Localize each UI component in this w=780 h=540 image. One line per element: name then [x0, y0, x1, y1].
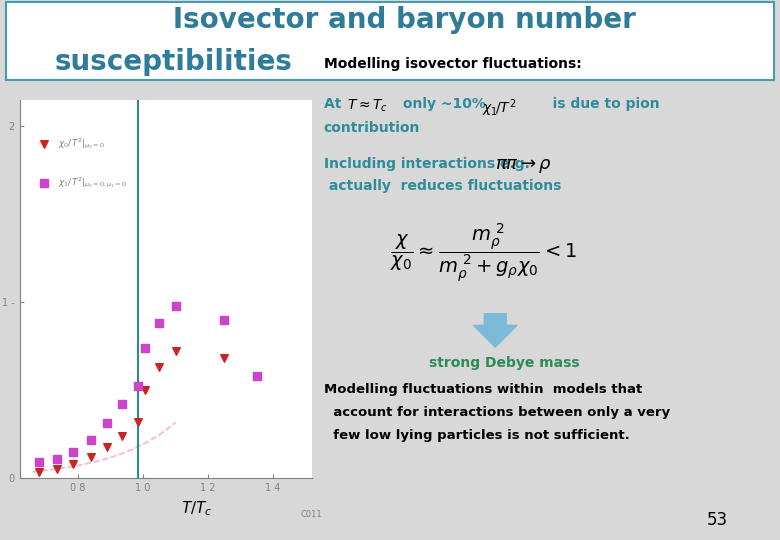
- Text: is due to pion: is due to pion: [538, 97, 660, 111]
- Text: actually  reduces fluctuations: actually reduces fluctuations: [324, 179, 561, 193]
- Text: $\dfrac{\chi}{\chi_0} \approx \dfrac{m_\rho^{\ 2}}{m_\rho^{\ 2} + g_\rho \chi_0}: $\dfrac{\chi}{\chi_0} \approx \dfrac{m_\…: [390, 221, 577, 284]
- Point: [218, 354, 231, 363]
- Point: [132, 382, 144, 391]
- Text: Including interactions e.g.: Including interactions e.g.: [324, 157, 539, 171]
- Text: $\chi_1\!/T^2$: $\chi_1\!/T^2$: [482, 97, 516, 119]
- Point: [37, 178, 50, 187]
- Point: [138, 386, 151, 394]
- Text: At: At: [324, 97, 351, 111]
- Point: [115, 431, 128, 440]
- Point: [51, 454, 63, 463]
- Point: [101, 443, 114, 451]
- Point: [115, 400, 128, 408]
- Text: $T \approx T_c$: $T \approx T_c$: [347, 97, 388, 113]
- Point: [37, 139, 50, 148]
- Point: [85, 453, 98, 461]
- Point: [51, 465, 63, 474]
- Point: [138, 343, 151, 352]
- Point: [132, 417, 144, 426]
- Text: strong Debye mass: strong Debye mass: [429, 356, 580, 370]
- Point: [169, 347, 182, 356]
- Text: $\chi_0/T^2|_{\mu_0=0}$: $\chi_0/T^2|_{\mu_0=0}$: [58, 137, 105, 151]
- Text: $\pi\pi \rightarrow \rho$: $\pi\pi \rightarrow \rho$: [495, 157, 552, 174]
- Text: C011: C011: [300, 510, 322, 519]
- Point: [33, 468, 45, 476]
- Point: [218, 315, 231, 324]
- Text: $\chi_1/T^2|_{\mu_0=0,\mu_1=0}$: $\chi_1/T^2|_{\mu_0=0,\mu_1=0}$: [58, 176, 127, 190]
- Text: 53: 53: [707, 511, 729, 529]
- Point: [67, 447, 80, 456]
- Point: [101, 419, 114, 428]
- Text: $T/T_c$: $T/T_c$: [181, 500, 213, 518]
- Text: few low lying particles is not sufficient.: few low lying particles is not sufficien…: [324, 429, 629, 442]
- Point: [67, 460, 80, 468]
- Point: [85, 436, 98, 444]
- Text: contribution: contribution: [324, 122, 420, 136]
- Text: Modelling isovector fluctuations:: Modelling isovector fluctuations:: [324, 57, 581, 71]
- Point: [250, 372, 263, 380]
- Point: [153, 363, 165, 372]
- Text: account for interactions between only a very: account for interactions between only a …: [324, 406, 670, 419]
- Text: susceptibilities: susceptibilities: [55, 48, 292, 76]
- Text: Modelling fluctuations within  models that: Modelling fluctuations within models tha…: [324, 383, 642, 396]
- Text: Isovector and baryon number: Isovector and baryon number: [144, 6, 636, 34]
- Point: [153, 319, 165, 327]
- Text: only ~10%: only ~10%: [398, 97, 495, 111]
- Point: [250, 372, 263, 380]
- Point: [33, 458, 45, 467]
- Point: [169, 301, 182, 310]
- FancyArrow shape: [473, 313, 517, 347]
